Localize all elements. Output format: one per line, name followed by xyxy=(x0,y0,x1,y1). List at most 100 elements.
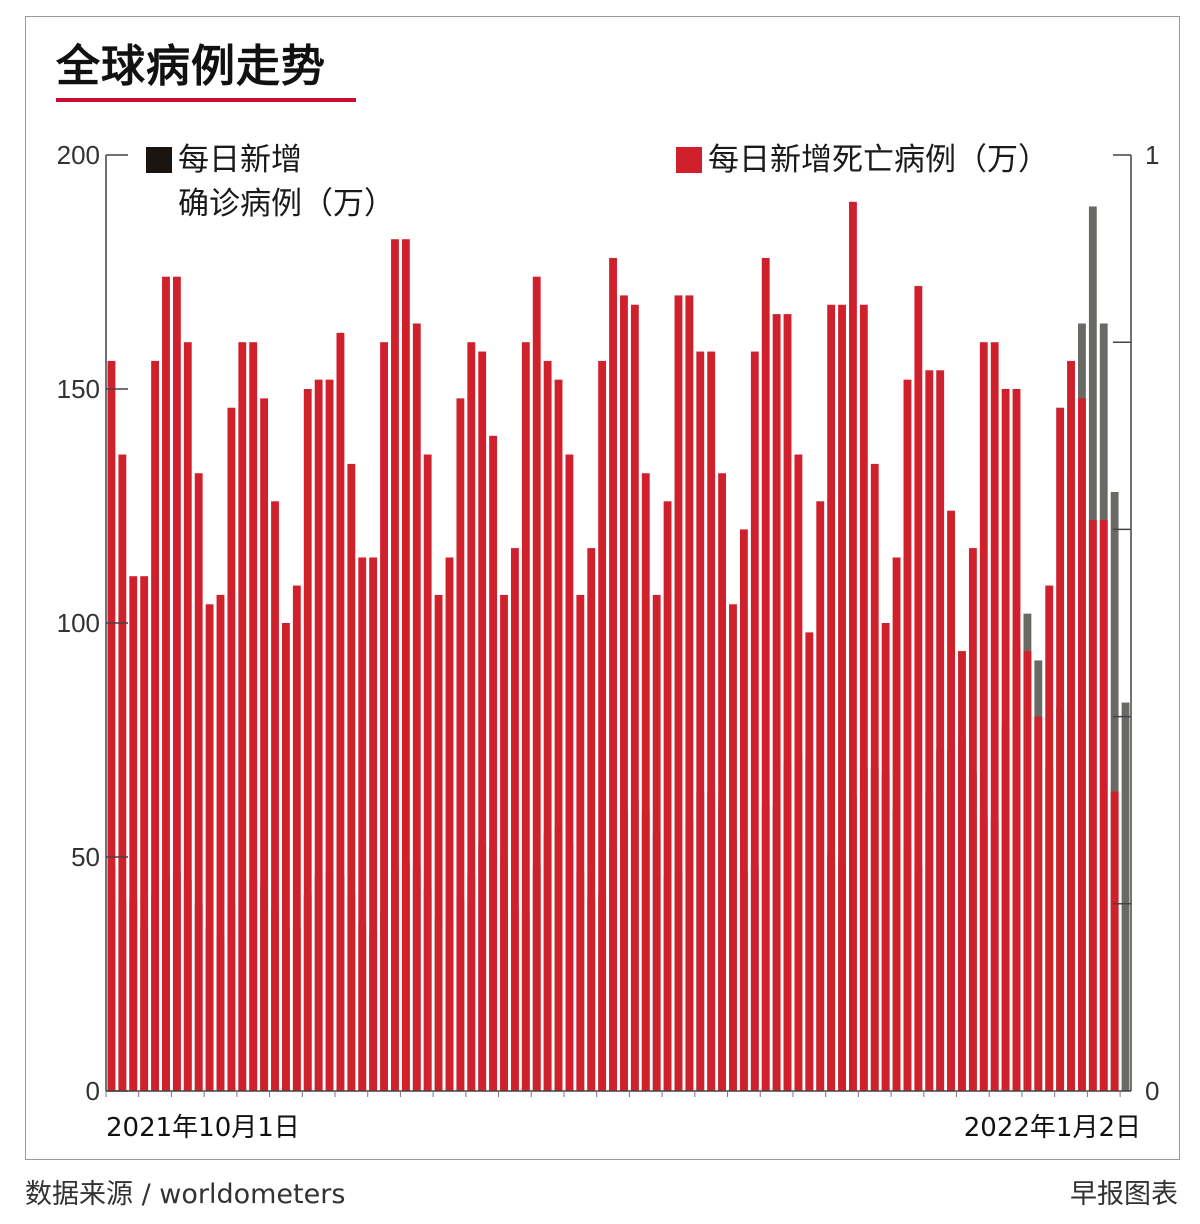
death-bar xyxy=(1099,520,1108,1091)
title-underline xyxy=(56,98,356,102)
death-bar xyxy=(325,379,334,1091)
legend-cases-line2: 确诊病例（万） xyxy=(178,186,395,222)
death-bar xyxy=(859,304,868,1091)
death-bar xyxy=(151,360,159,1091)
death-bar xyxy=(870,463,879,1091)
death-bar xyxy=(685,295,694,1091)
death-bar xyxy=(1023,651,1032,1091)
death-bar xyxy=(1056,407,1065,1092)
death-bar xyxy=(794,454,803,1091)
death-bar xyxy=(718,473,727,1091)
death-bar xyxy=(510,548,519,1091)
legend-cases-swatch xyxy=(146,147,172,173)
death-bar xyxy=(401,239,410,1092)
death-bar xyxy=(358,557,367,1091)
death-bar xyxy=(1088,520,1097,1091)
x-start-label: 2021年10月1日 xyxy=(106,1113,300,1143)
death-bar xyxy=(1110,791,1119,1091)
left-axis-tick-label: 150 xyxy=(57,374,100,404)
death-bar xyxy=(107,360,116,1091)
legend-cases: 每日新增 确诊病例（万） xyxy=(146,138,395,226)
death-bar xyxy=(674,295,683,1091)
death-bar xyxy=(434,594,443,1091)
death-bar xyxy=(423,454,432,1091)
death-bar xyxy=(281,623,290,1091)
death-bar xyxy=(162,276,170,1091)
death-bar xyxy=(598,360,607,1091)
death-bar xyxy=(707,351,716,1091)
death-bar xyxy=(761,257,770,1092)
death-bar xyxy=(958,651,966,1091)
death-bar xyxy=(849,201,857,1092)
death-bar xyxy=(489,435,498,1091)
death-bar xyxy=(565,454,574,1091)
death-bar xyxy=(947,510,956,1091)
death-bar xyxy=(914,286,923,1091)
death-bar xyxy=(521,342,530,1091)
chart-title: 全球病例走势 xyxy=(56,41,326,92)
death-bar xyxy=(903,379,912,1091)
death-bar xyxy=(1078,398,1086,1091)
death-bar xyxy=(118,454,127,1091)
death-bar xyxy=(739,529,748,1091)
death-bar xyxy=(652,594,661,1091)
death-bar xyxy=(543,360,552,1091)
death-bar xyxy=(172,276,181,1091)
death-bar xyxy=(129,576,138,1091)
right-axis-tick-label: 1 xyxy=(1145,140,1159,170)
death-bar xyxy=(641,473,650,1091)
death-bar xyxy=(303,389,312,1091)
right-axis-tick-label: 0 xyxy=(1145,1076,1159,1106)
death-bar xyxy=(1045,585,1054,1091)
death-bar xyxy=(238,342,247,1091)
left-axis-tick-label: 50 xyxy=(71,842,100,872)
legend-deaths: 每日新增死亡病例（万） xyxy=(676,138,1049,182)
death-bar xyxy=(576,594,585,1091)
death-bar xyxy=(314,379,323,1091)
death-bar xyxy=(1001,389,1010,1091)
death-bar xyxy=(816,501,825,1091)
death-bar xyxy=(881,623,890,1091)
death-bar xyxy=(1034,716,1043,1091)
death-bar xyxy=(249,342,258,1091)
left-axis-tick-label: 0 xyxy=(86,1076,100,1106)
death-bar xyxy=(140,576,149,1091)
death-bar xyxy=(838,304,846,1091)
death-bar xyxy=(347,463,356,1091)
death-bar xyxy=(968,548,977,1091)
death-bar xyxy=(216,594,225,1091)
chart-credit: 早报图表 xyxy=(1070,1179,1178,1210)
death-bar xyxy=(412,323,421,1092)
death-bar xyxy=(227,407,236,1092)
death-bar xyxy=(369,557,378,1091)
x-end-label: 2022年1月2日 xyxy=(964,1113,1141,1143)
death-bar xyxy=(925,370,934,1091)
death-bar xyxy=(1067,360,1075,1091)
death-bar xyxy=(892,557,901,1091)
death-bar xyxy=(194,473,203,1091)
death-bar xyxy=(979,342,988,1091)
death-bar xyxy=(783,314,792,1091)
death-bar xyxy=(990,342,999,1091)
death-bar xyxy=(391,239,399,1092)
death-bar xyxy=(936,370,945,1091)
death-bar xyxy=(205,604,214,1091)
death-bar xyxy=(532,276,541,1091)
death-bar xyxy=(183,342,192,1091)
death-bar xyxy=(554,379,563,1091)
death-bar xyxy=(478,351,487,1091)
death-bar xyxy=(260,398,269,1091)
death-bar xyxy=(1012,389,1021,1091)
death-bar xyxy=(772,314,781,1091)
death-bar xyxy=(729,604,737,1091)
death-bar xyxy=(500,594,508,1091)
death-bar xyxy=(620,295,628,1091)
death-bar xyxy=(380,342,388,1091)
death-bar xyxy=(805,632,814,1091)
bar-chart: 0 50 100 150 200 0 1 2021年10月1日 2022年1月2日 xyxy=(57,140,1160,1143)
death-bar xyxy=(445,557,454,1091)
death-bar xyxy=(587,548,596,1091)
case-bar xyxy=(1121,702,1130,1091)
death-bar xyxy=(292,585,301,1091)
death-bar xyxy=(271,501,279,1091)
